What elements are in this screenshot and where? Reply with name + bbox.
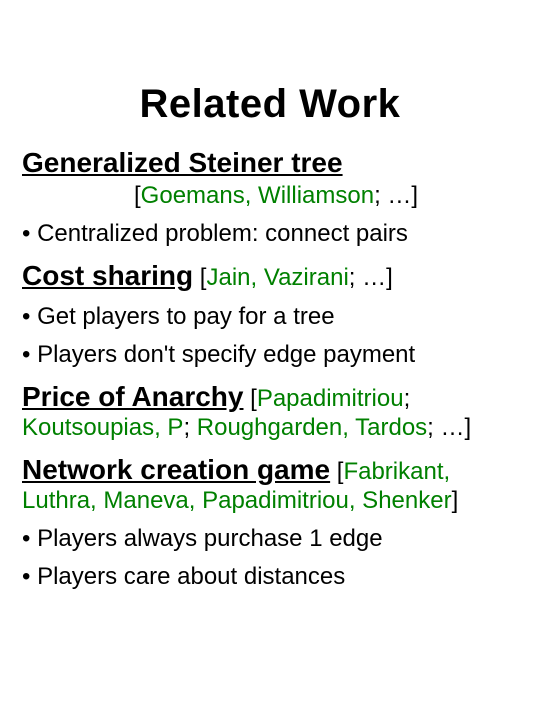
heading-gst: Generalized Steiner tree: [22, 147, 343, 178]
ref-gst: [Goemans, Williamson; …]: [134, 182, 518, 210]
section-ncg: Network creation game [Fabrikant,: [22, 452, 518, 487]
bracket-open: [: [134, 182, 141, 209]
page-title: Related Work: [22, 82, 518, 127]
ref-names-ncg-2: Luthra, Maneva, Papadimitriou, Shenker: [22, 487, 452, 514]
bullet-ncg-1: • Players always purchase 1 edge: [22, 525, 518, 553]
ref-names-poa: Papadimitriou: [257, 385, 404, 412]
section-poa: Price of Anarchy [Papadimitriou;: [22, 379, 518, 414]
bullet-gst-1: • Centralized problem: connect pairs: [22, 220, 518, 248]
heading-cost: Cost sharing: [22, 260, 193, 291]
bullet-cost-1: • Get players to pay for a tree: [22, 303, 518, 331]
ref-poa-line2: Koutsoupias, P; Roughgarden, Tardos; …]: [22, 414, 518, 442]
ref-names-cost: Jain, Vazirani: [206, 264, 348, 291]
ref-sep: ;: [404, 385, 411, 412]
bracket-open: [: [193, 264, 206, 291]
bracket-close: ]: [452, 487, 459, 514]
bracket-close: ; …]: [349, 264, 393, 291]
bracket-open: [: [330, 458, 343, 485]
heading-ncg: Network creation game: [22, 454, 330, 485]
ref-names-poa-2a: Koutsoupias, P: [22, 414, 183, 441]
ref-names-poa-2b: Roughgarden, Tardos: [197, 414, 427, 441]
bracket-close: ; …]: [374, 182, 418, 209]
heading-poa: Price of Anarchy: [22, 381, 243, 412]
bracket-close: ; …]: [427, 414, 471, 441]
ref-names-gst: Goemans, Williamson: [141, 182, 374, 209]
ref-names-ncg: Fabrikant,: [343, 458, 450, 485]
ref-sep: ;: [183, 414, 196, 441]
slide: Related Work Generalized Steiner tree [G…: [0, 0, 540, 720]
section-gst: Generalized Steiner tree: [22, 145, 518, 180]
bracket-open: [: [243, 385, 256, 412]
bullet-cost-2: • Players don't specify edge payment: [22, 341, 518, 369]
ref-ncg-line2: Luthra, Maneva, Papadimitriou, Shenker]: [22, 487, 518, 515]
section-cost: Cost sharing [Jain, Vazirani; …]: [22, 258, 518, 293]
bullet-ncg-2: • Players care about distances: [22, 563, 518, 591]
